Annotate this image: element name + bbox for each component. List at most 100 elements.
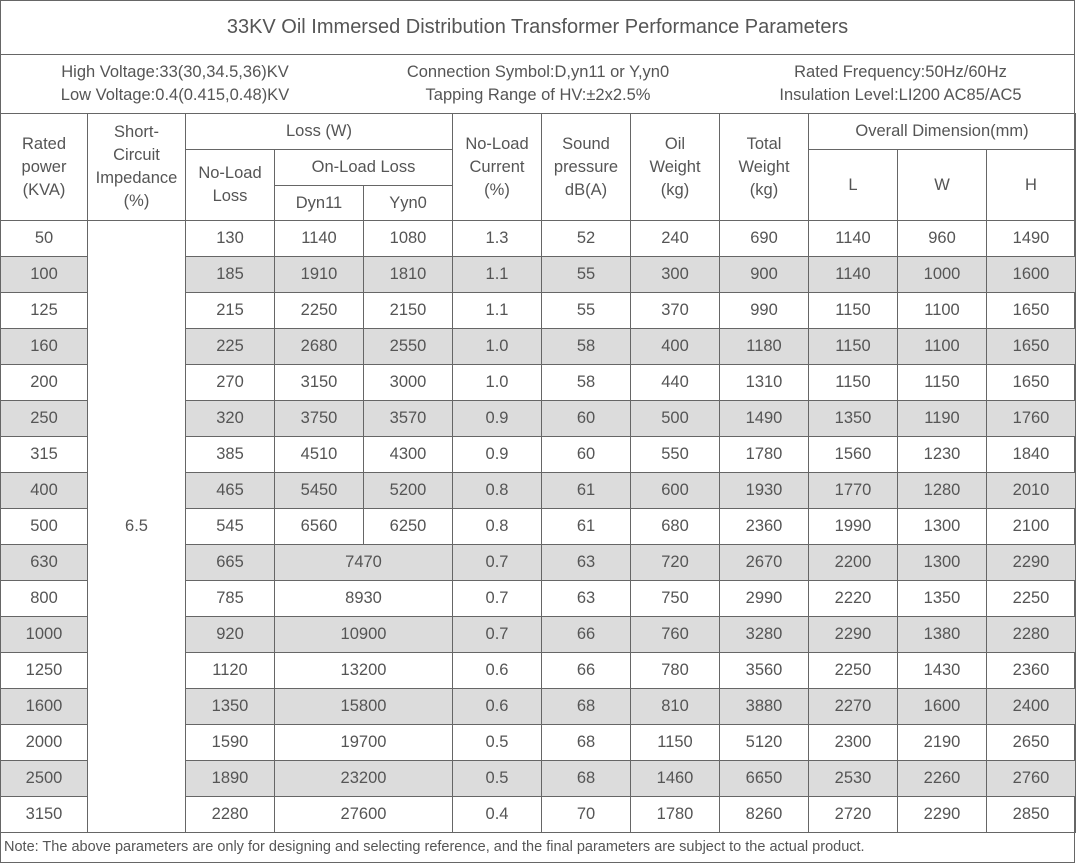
cell-rated-power: 1600 [0, 688, 88, 725]
table-row: 630 665 7470 0.7 63 720 2670 2200 1300 2290 [0, 544, 1076, 581]
cell-dimension-h: 2010 [986, 472, 1076, 509]
tapping-range-text: Tapping Range of HV:±2x2.5% [425, 86, 651, 104]
cell-on-load-loss: 10900 [274, 616, 453, 653]
header-sound-pressure: Sound pressure dB(A) [541, 113, 631, 221]
cell-sound-pressure: 70 [541, 796, 631, 833]
cell-dimension-w: 1000 [897, 256, 987, 293]
cell-dimension-w: 2190 [897, 724, 987, 761]
table-row: 160 225 2680 2550 1.0 58 400 1180 1150 1100 1650 [0, 328, 1076, 365]
cell-impedance: 6.5 [87, 220, 186, 833]
rated-frequency-text: Rated Frequency:50Hz/60Hz [794, 63, 1007, 81]
cell-dimension-w: 1100 [897, 328, 987, 365]
cell-no-load-loss: 1890 [185, 760, 275, 797]
cell-no-load-current: 1.3 [452, 220, 542, 257]
cell-dimension-w: 1280 [897, 472, 987, 509]
cell-dimension-l: 2290 [808, 616, 898, 653]
cell-dimension-h: 1650 [986, 292, 1076, 329]
cell-yyn0: 2150 [363, 292, 453, 329]
cell-dimension-h: 1760 [986, 400, 1076, 437]
cell-sound-pressure: 68 [541, 724, 631, 761]
cell-sound-pressure: 58 [541, 364, 631, 401]
table-row: 1600 1350 15800 0.6 68 810 3880 2270 1600 2400 [0, 688, 1076, 725]
table-row: 100 185 1910 1810 1.1 55 300 900 1140 1000 1600 [0, 256, 1076, 293]
cell-sound-pressure: 55 [541, 292, 631, 329]
cell-oil-weight: 500 [630, 400, 720, 437]
cell-rated-power: 125 [0, 292, 88, 329]
cell-no-load-loss: 2280 [185, 796, 275, 833]
cell-dyn11: 3150 [274, 364, 364, 401]
cell-no-load-current: 0.8 [452, 472, 542, 509]
cell-no-load-current: 0.7 [452, 544, 542, 581]
cell-dimension-l: 1350 [808, 400, 898, 437]
cell-dimension-w: 960 [897, 220, 987, 257]
voltage-info: High Voltage:33(30,34.5,36)KV Low Voltag… [0, 55, 350, 113]
cell-dimension-w: 1600 [897, 688, 987, 725]
cell-dimension-h: 2850 [986, 796, 1076, 833]
cell-sound-pressure: 66 [541, 616, 631, 653]
cell-no-load-loss: 920 [185, 616, 275, 653]
cell-on-load-loss: 27600 [274, 796, 453, 833]
cell-no-load-loss: 1350 [185, 688, 275, 725]
cell-dyn11: 5450 [274, 472, 364, 509]
cell-no-load-loss: 385 [185, 436, 275, 473]
cell-dimension-w: 1380 [897, 616, 987, 653]
cell-rated-power: 1000 [0, 616, 88, 653]
connection-symbol-text: Connection Symbol:D,yn11 or Y,yn0 [406, 63, 670, 81]
cell-total-weight: 5120 [719, 724, 809, 761]
cell-dimension-l: 2720 [808, 796, 898, 833]
cell-no-load-current: 1.1 [452, 256, 542, 293]
parameters-table: Rated power (KVA) Short- Circuit Impedance (%… [0, 113, 1076, 833]
cell-sound-pressure: 63 [541, 580, 631, 617]
cell-rated-power: 630 [0, 544, 88, 581]
cell-dimension-w: 1350 [897, 580, 987, 617]
cell-oil-weight: 370 [630, 292, 720, 329]
cell-no-load-loss: 545 [185, 508, 275, 545]
table-row: 400 465 5450 5200 0.8 61 600 1930 1770 1280 2010 [0, 472, 1076, 509]
cell-oil-weight: 1780 [630, 796, 720, 833]
cell-dimension-h: 2290 [986, 544, 1076, 581]
cell-no-load-current: 1.0 [452, 328, 542, 365]
cell-dimension-l: 2200 [808, 544, 898, 581]
cell-dimension-h: 1600 [986, 256, 1076, 293]
cell-no-load-loss: 215 [185, 292, 275, 329]
cell-dimension-h: 2400 [986, 688, 1076, 725]
cell-no-load-loss: 225 [185, 328, 275, 365]
cell-dimension-w: 1430 [897, 652, 987, 689]
cell-sound-pressure: 58 [541, 328, 631, 365]
cell-dimension-h: 1840 [986, 436, 1076, 473]
cell-dimension-l: 2530 [808, 760, 898, 797]
table-row: 315 385 4510 4300 0.9 60 550 1780 1560 1230 1840 [0, 436, 1076, 473]
footnote: Note: The above parameters are only for … [4, 839, 865, 855]
cell-on-load-loss: 15800 [274, 688, 453, 725]
cell-total-weight: 900 [719, 256, 809, 293]
cell-no-load-loss: 465 [185, 472, 275, 509]
cell-total-weight: 2990 [719, 580, 809, 617]
cell-dimension-l: 1150 [808, 364, 898, 401]
table-row: 50 6.5 130 1140 1080 1.3 52 240 690 1140 960 1490 [0, 220, 1076, 833]
cell-no-load-current: 1.0 [452, 364, 542, 401]
cell-total-weight: 2670 [719, 544, 809, 581]
header-rated-power: Rated power (KVA) [0, 113, 88, 221]
cell-rated-power: 3150 [0, 796, 88, 833]
cell-dimension-w: 1100 [897, 292, 987, 329]
cell-dimension-l: 2270 [808, 688, 898, 725]
cell-dimension-l: 1990 [808, 508, 898, 545]
cell-dimension-l: 1150 [808, 292, 898, 329]
table-row: 200 270 3150 3000 1.0 58 440 1310 1150 1150 1650 [0, 364, 1076, 401]
cell-dimension-l: 2250 [808, 652, 898, 689]
cell-dimension-h: 2360 [986, 652, 1076, 689]
cell-rated-power: 50 [0, 220, 88, 257]
cell-oil-weight: 680 [630, 508, 720, 545]
cell-dimension-h: 2250 [986, 580, 1076, 617]
header-oil-weight: Oil Weight (kg) [630, 113, 720, 221]
cell-no-load-loss: 185 [185, 256, 275, 293]
cell-oil-weight: 400 [630, 328, 720, 365]
connection-info: Connection Symbol:D,yn11 or Y,yn0 Tappin… [350, 55, 726, 113]
cell-yyn0: 1080 [363, 220, 453, 257]
cell-dimension-h: 2280 [986, 616, 1076, 653]
header-dimension-h: H [986, 149, 1076, 221]
cell-no-load-current: 0.7 [452, 580, 542, 617]
cell-dimension-h: 1650 [986, 328, 1076, 365]
header-dimension-l: L [808, 149, 898, 221]
cell-no-load-current: 0.6 [452, 688, 542, 725]
